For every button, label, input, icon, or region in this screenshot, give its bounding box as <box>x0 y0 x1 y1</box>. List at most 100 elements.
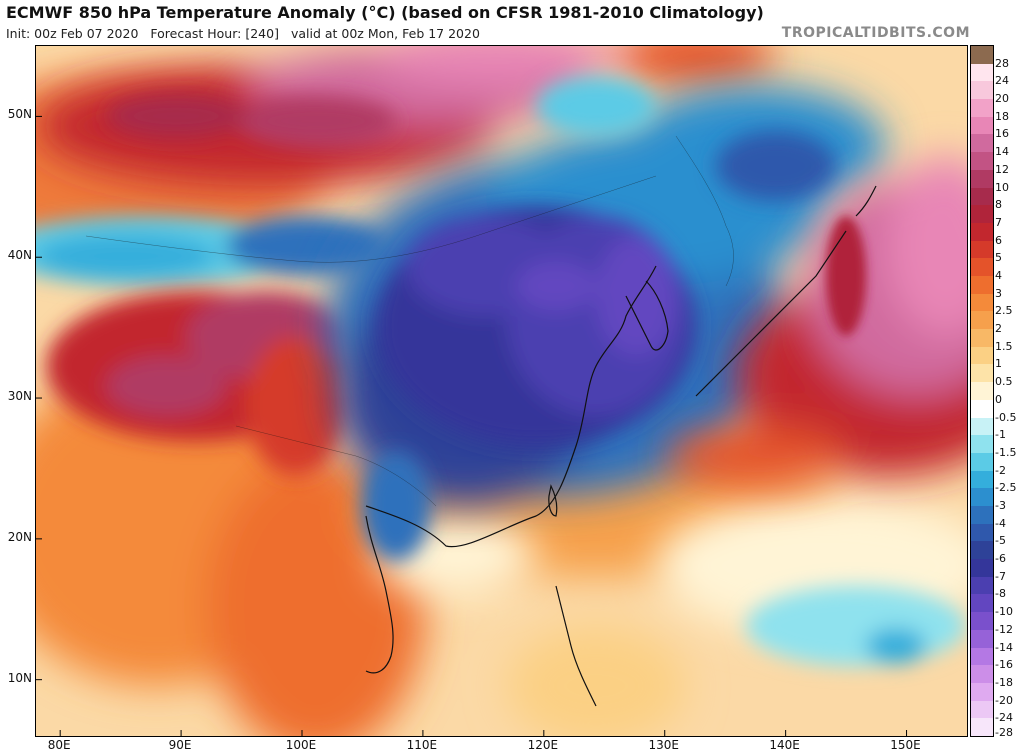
colorbar-segment <box>971 700 993 719</box>
colorbar-label: 24 <box>995 74 1009 88</box>
longitude-label: 130E <box>648 738 679 752</box>
colorbar-segment <box>971 594 993 613</box>
colorbar-label: -18 <box>995 675 1013 689</box>
latitude-label: 10N <box>7 670 32 685</box>
longitude-label: 110E <box>406 738 438 752</box>
coastlines <box>365 185 877 707</box>
colorbar-segment <box>971 81 993 100</box>
colorbar-segment <box>971 506 993 525</box>
colorbar-label: -8 <box>995 587 1006 601</box>
colorbar-segment <box>971 222 993 242</box>
colorbar-segment <box>971 205 993 224</box>
colorbar-label: -5 <box>995 534 1006 548</box>
colorbar-segment <box>971 46 993 65</box>
colorbar-label: 2 <box>995 322 1002 336</box>
latitude-label: 50N <box>7 107 32 122</box>
colorbar-segment <box>971 541 993 560</box>
colorbar-label: -2 <box>995 463 1006 477</box>
valid-time: valid at 00z Mon, Feb 17 2020 <box>290 26 480 41</box>
colorbar-label: 1.5 <box>995 339 1013 353</box>
colorbar-segment <box>971 134 993 153</box>
colorbar-label: 14 <box>995 145 1009 159</box>
colorbar-label: -12 <box>995 622 1013 636</box>
map-subtitle: Init: 00z Feb 07 2020 Forecast Hour: [24… <box>6 26 488 41</box>
longitude-label: 140E <box>769 738 800 752</box>
colorbar-label: 0 <box>995 392 1002 406</box>
colorbar-segment <box>971 364 993 383</box>
colorbar-segment <box>971 329 993 348</box>
map-title: ECMWF 850 hPa Temperature Anomaly (°C) (… <box>6 3 764 22</box>
colorbar-label: -2.5 <box>995 481 1017 495</box>
colorbar-segment <box>971 665 993 684</box>
colorbar-segment <box>971 612 993 631</box>
colorbar-label: -24 <box>995 711 1013 725</box>
colorbar-label: 3 <box>995 286 1002 300</box>
colorbar-segment <box>971 63 993 82</box>
colorbar-segment <box>971 523 993 542</box>
latitude-label: 20N <box>7 529 32 544</box>
borders <box>85 135 734 507</box>
colorbar-segment <box>971 382 993 401</box>
colorbar-label: -10 <box>995 605 1013 619</box>
colorbar-label: -1.5 <box>995 445 1017 459</box>
colorbar-label: 10 <box>995 180 1009 194</box>
forecast-hour: Forecast Hour: [240] <box>150 26 279 41</box>
colorbar-segment <box>971 311 993 330</box>
colorbar-label: -16 <box>995 658 1013 672</box>
colorbar-segment <box>971 718 993 737</box>
colorbar-segment <box>971 647 993 666</box>
colorbar <box>970 45 994 737</box>
colorbar-segment <box>971 399 993 419</box>
watermark: TROPICALTIDBITS.COM <box>781 25 970 41</box>
colorbar-segment <box>971 346 993 365</box>
colorbar-label: -4 <box>995 516 1006 530</box>
colorbar-segment <box>971 116 993 135</box>
colorbar-segment <box>971 576 993 595</box>
colorbar-segment <box>971 258 993 277</box>
latitude-label: 40N <box>7 248 32 263</box>
colorbar-segment <box>971 452 993 472</box>
colorbar-label: 0.5 <box>995 375 1013 389</box>
colorbar-label: -20 <box>995 693 1013 707</box>
colorbar-segment <box>971 682 993 702</box>
colorbar-label: -3 <box>995 499 1006 512</box>
longitude-label: 100E <box>285 738 317 752</box>
colorbar-segment <box>971 293 993 312</box>
anomaly-map <box>36 46 967 736</box>
colorbar-label: 16 <box>995 127 1009 141</box>
colorbar-label: -14 <box>995 640 1013 654</box>
init-time: Init: 00z Feb 07 2020 <box>6 26 139 41</box>
colorbar-segment <box>971 417 993 436</box>
colorbar-label: -28 <box>995 726 1013 740</box>
colorbar-segment <box>971 169 993 189</box>
map-panel <box>35 45 968 737</box>
colorbar-segment <box>971 629 993 649</box>
colorbar-segment <box>971 99 993 118</box>
colorbar-segment <box>971 435 993 454</box>
colorbar-label: 2.5 <box>995 304 1013 318</box>
colorbar-label: -0.5 <box>995 410 1017 424</box>
longitude-label: 90E <box>168 738 192 752</box>
colorbar-label: 5 <box>995 251 1002 265</box>
colorbar-label: 18 <box>995 109 1009 123</box>
colorbar-label: 20 <box>995 92 1009 106</box>
colorbar-segment <box>971 187 993 206</box>
longitude-label: 80E <box>47 738 71 752</box>
colorbar-label: 4 <box>995 269 1002 282</box>
colorbar-segment <box>971 470 993 489</box>
colorbar-segment <box>971 152 993 171</box>
colorbar-label: 7 <box>995 215 1002 229</box>
colorbar-segment <box>971 559 993 578</box>
colorbar-label: 1 <box>995 357 1002 371</box>
colorbar-label: 28 <box>995 56 1009 70</box>
colorbar-label: -1 <box>995 428 1006 442</box>
colorbar-segment <box>971 276 993 295</box>
longitude-label: 120E <box>527 738 559 752</box>
colorbar-segment <box>971 240 993 259</box>
colorbar-label: -6 <box>995 552 1006 566</box>
latitude-label: 30N <box>7 389 32 404</box>
colorbar-label: 6 <box>995 233 1002 247</box>
colorbar-label: 8 <box>995 198 1002 212</box>
longitude-label: 150E <box>890 738 921 752</box>
colorbar-label: -7 <box>995 569 1006 583</box>
